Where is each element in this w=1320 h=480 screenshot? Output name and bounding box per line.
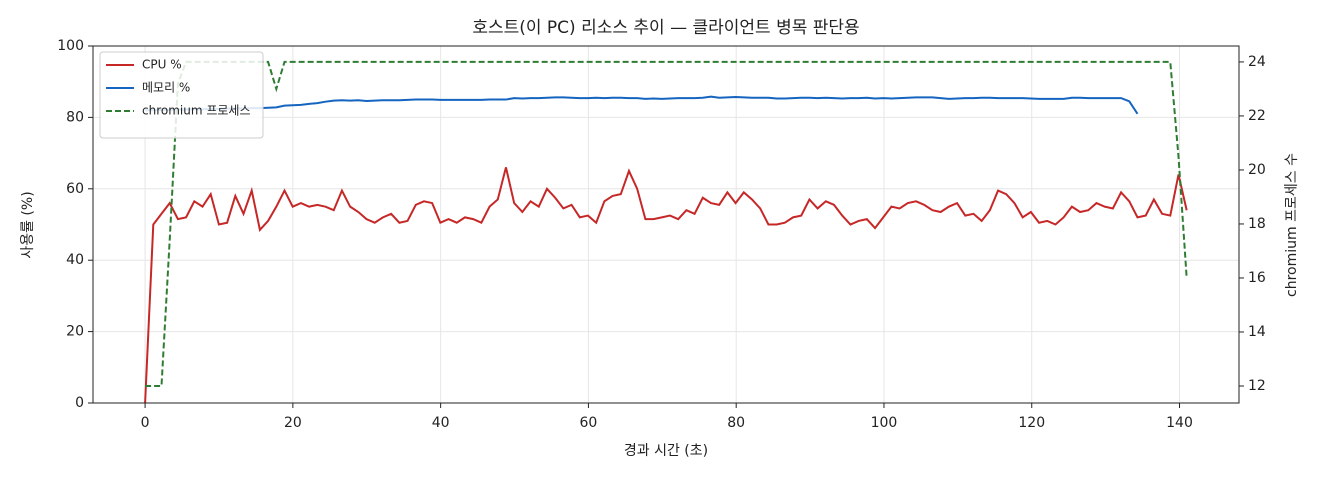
y2-tick-label: 20	[1248, 162, 1266, 178]
plot-frame	[92, 45, 1240, 404]
y2-tick-label: 16	[1248, 270, 1266, 286]
y2-tick-label: 14	[1248, 324, 1266, 340]
y2-axis-label: chromium 프로세스 수	[1284, 153, 1300, 297]
x-tick-label: 40	[432, 415, 450, 431]
series-line	[145, 95, 1139, 115]
legend-label: 메모리 %	[142, 81, 190, 95]
chart-title: 호스트(이 PC) 리소스 추이 — 클라이언트 병목 판단용	[472, 18, 859, 38]
x-tick-label: 60	[580, 415, 598, 431]
x-tick-label: 120	[1018, 415, 1045, 431]
legend-label: CPU %	[142, 58, 182, 72]
x-tick-label: 80	[727, 415, 745, 431]
y2-tick-label: 18	[1248, 216, 1266, 232]
legend-label: chromium 프로세스	[142, 104, 251, 118]
x-axis-label: 경과 시간 (초)	[624, 443, 708, 459]
x-tick-label: 140	[1166, 415, 1193, 431]
y-tick-label: 80	[66, 109, 84, 125]
x-tick-label: 100	[871, 415, 898, 431]
y-tick-label: 100	[57, 38, 84, 54]
legend-box	[99, 51, 264, 139]
y2-tick-label: 22	[1248, 108, 1266, 124]
x-tick-label: 0	[141, 415, 150, 431]
y2-tick-label: 24	[1248, 54, 1266, 70]
x-tick-label: 20	[284, 415, 302, 431]
legend: CPU % 메모리 % chromium 프로세스	[99, 51, 264, 139]
series-line	[144, 167, 1188, 404]
y2-tick-label: 12	[1248, 378, 1266, 394]
series-line	[145, 60, 1188, 387]
y-tick-label: 40	[66, 252, 84, 268]
y-tick-label: 20	[66, 324, 84, 340]
y-tick-label: 60	[66, 181, 84, 197]
y-tick-label: 0	[75, 395, 84, 411]
y-axis-label: 사용률 (%)	[20, 191, 36, 258]
